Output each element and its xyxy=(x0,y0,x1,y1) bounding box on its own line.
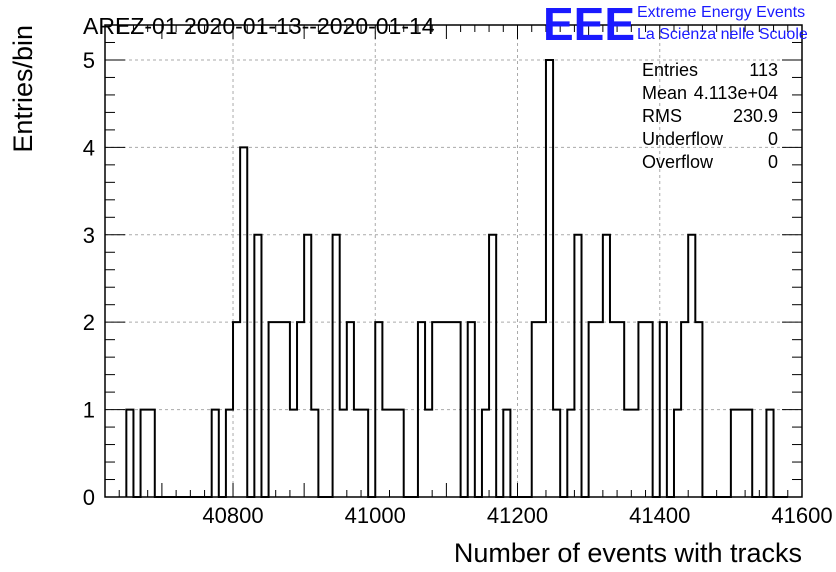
stats-label: Entries xyxy=(642,60,698,80)
plot-frame xyxy=(104,24,803,498)
x-tick-label: 40800 xyxy=(202,503,263,528)
tick-labels: 40800 41000 41200 41400 41600 0 1 2 3 4 5 xyxy=(83,48,833,528)
y-axis-label: Entries/bin xyxy=(8,25,38,153)
x-axis-label: Number of events with tracks xyxy=(454,538,802,568)
stats-label: RMS xyxy=(642,106,682,126)
stats-label: Overflow xyxy=(642,152,714,172)
x-tick-label: 41200 xyxy=(487,503,548,528)
y-tick-label: 1 xyxy=(83,398,95,423)
stats-value: 113 xyxy=(749,60,778,80)
brand-line-1: Extreme Energy Events xyxy=(637,4,805,21)
x-tick-label: 41000 xyxy=(345,503,406,528)
y-tick-label: 0 xyxy=(83,485,95,510)
stats-value: 4.113e+04 xyxy=(694,83,778,103)
stats-label: Underflow xyxy=(642,129,724,149)
chart-title: AREZ-01 2020-01-13--2020-01-14 xyxy=(83,13,435,39)
y-tick-label: 5 xyxy=(83,48,95,73)
x-tick-label: 41600 xyxy=(771,503,832,528)
axis-ticks xyxy=(104,24,803,498)
stats-box: Entries 113 Mean 4.113e+04 RMS 230.9 Underflow… xyxy=(642,60,778,172)
x-tick-label: 41400 xyxy=(629,503,690,528)
eee-branding: EEE Extreme Energy Events La Scienza nel… xyxy=(543,0,808,50)
eee-logo: EEE xyxy=(543,0,635,50)
y-tick-label: 4 xyxy=(83,135,95,160)
stats-label: Mean xyxy=(642,83,687,103)
brand-line-2: La Scienza nelle Scuole xyxy=(637,26,808,43)
y-tick-label: 2 xyxy=(83,310,95,335)
stats-value: 230.9 xyxy=(733,106,778,126)
stats-value: 0 xyxy=(768,129,778,149)
y-tick-label: 3 xyxy=(83,223,95,248)
stats-value: 0 xyxy=(768,152,778,172)
histogram-outline xyxy=(125,58,788,498)
